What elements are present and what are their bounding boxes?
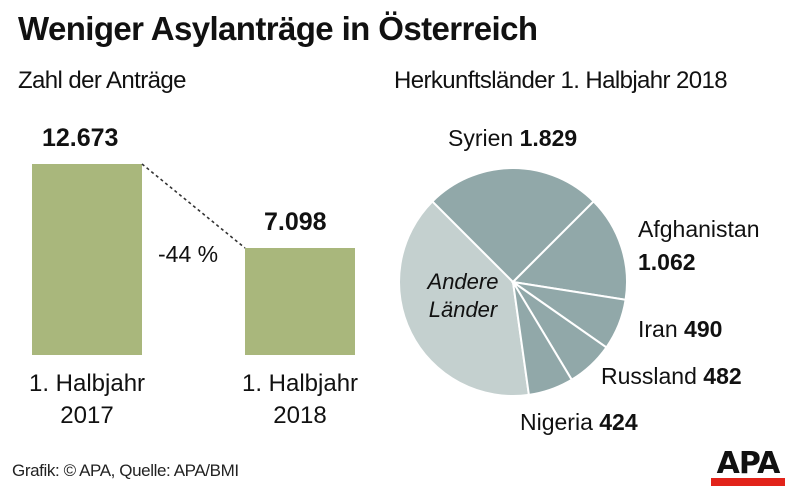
pie-slice-nigeria [512,281,574,397]
pie-label-syrien: Syrien 1.829 [448,125,578,151]
pie-label-andere: Andere Länder [427,269,499,322]
bar-2017 [32,164,142,355]
bar-2018 [245,248,355,355]
pie-label-afghanistan: Afghanistan 1.062 [638,216,760,275]
bar-2018-category-line1: 1. Halbjahr [241,370,359,397]
change-label: -44 % [158,241,219,267]
pie-slice-andere [398,199,531,397]
pie-slice-syrien [430,167,596,284]
bar-2017-category-line1: 1. Halbjahr [28,370,146,397]
pie-slice-afghanistan [510,199,628,301]
bar-2018-category-line2: 2018 [273,402,327,429]
bar-2017-category: 1. Halbjahr 2017 [14,368,160,432]
apa-logo-bar [711,478,785,486]
pie-chart [398,167,628,397]
pie-label-russland: Russland 482 [601,363,742,389]
apa-logo: APA [711,446,785,486]
bar-2017-category-line2: 2017 [60,402,114,429]
source-footer: Grafik: © APA, Quelle: APA/BMI [12,461,239,480]
pie-label-nigeria: Nigeria 424 [520,409,638,435]
apa-logo-text: APA [716,446,781,481]
bar-2018-category: 1. Halbjahr 2018 [227,368,373,432]
bar-2017-value: 12.673 [42,124,119,152]
change-dotted-line [141,163,246,249]
pie-label-iran: Iran 490 [638,316,723,342]
chart-title: Weniger Asylanträge in Österreich [18,10,538,47]
bar-2018-value: 7.098 [264,208,327,236]
bar-chart-subtitle: Zahl der Anträge [18,67,186,94]
pie-chart-subtitle: Herkunftsländer 1. Halbjahr 2018 [394,67,728,94]
